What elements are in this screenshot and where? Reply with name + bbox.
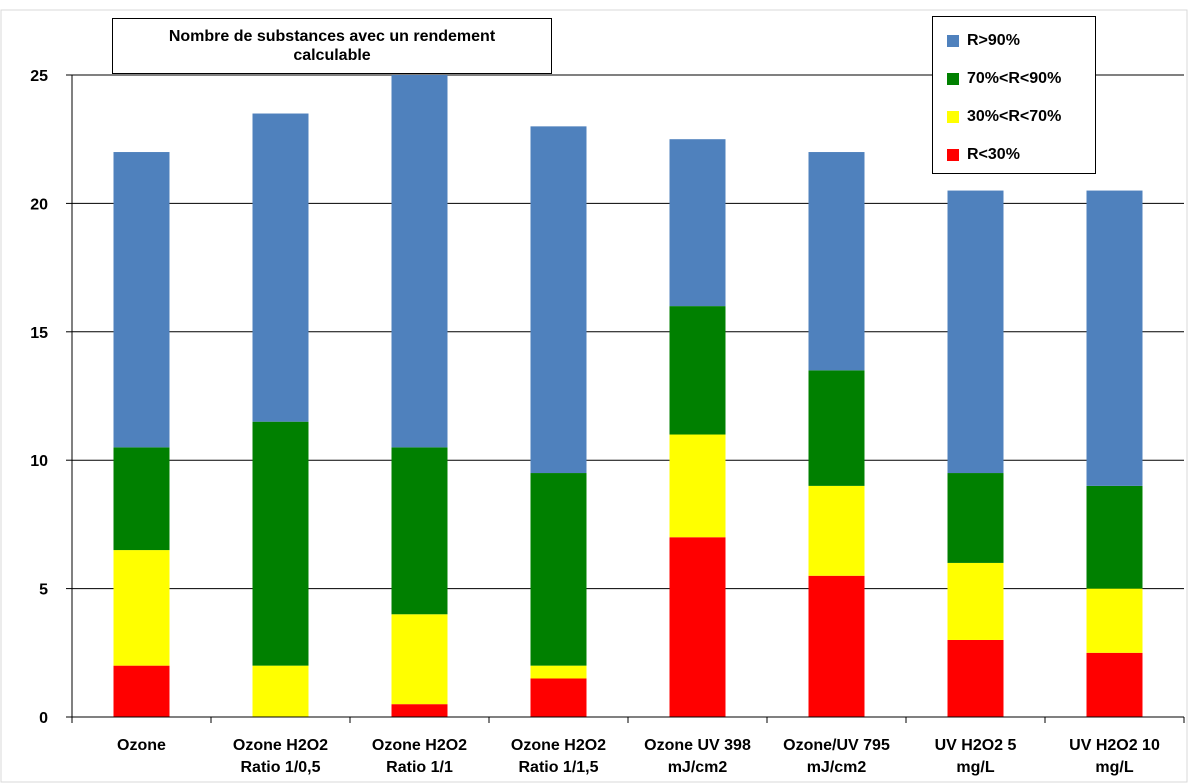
x-category-label-line: mg/L	[1095, 759, 1133, 776]
x-category-label-line: Ratio 1/1	[386, 759, 453, 776]
bar-segment	[808, 370, 865, 486]
x-category-label-line: Ozone H2O2	[511, 737, 606, 754]
bar-segment	[113, 665, 170, 717]
bar-segment	[1086, 485, 1143, 589]
chart-title: Nombre de substances avec un rendement c…	[112, 18, 552, 74]
bar-segment	[391, 704, 448, 717]
x-category-label-line: Ozone/UV 795	[783, 737, 890, 754]
legend-label: 30%<R<70%	[967, 108, 1062, 125]
x-category-label: UV H2O2 5 mg/L	[935, 737, 1017, 776]
legend-item: 30%<R<70%	[947, 107, 1061, 127]
y-tick-label: 20	[30, 196, 48, 213]
bar-segment	[808, 485, 865, 576]
x-category-label-line: UV H2O2 10	[1069, 737, 1160, 754]
x-category-label-line: Ratio 1/0,5	[240, 759, 320, 776]
bar-segment	[113, 152, 170, 448]
bar-segment	[947, 190, 1004, 474]
legend-label: 70%<R<90%	[967, 70, 1062, 87]
x-category-label: Ozone H2O2 Ratio 1/0,5	[233, 737, 328, 776]
bar-segment	[1086, 190, 1143, 486]
x-category-label-line: Ozone H2O2	[233, 737, 328, 754]
x-category-label-line: UV H2O2 5	[935, 737, 1017, 754]
x-category-label-line: Ozone H2O2	[372, 737, 467, 754]
legend-item: R>90%	[947, 31, 1020, 51]
bar-segment	[808, 575, 865, 717]
legend-label: R<30%	[967, 146, 1020, 163]
bar-segment	[113, 447, 170, 551]
y-tick-label: 0	[39, 710, 48, 727]
bar-segment	[252, 421, 309, 666]
bar-segment	[808, 152, 865, 371]
bar-segment	[252, 665, 309, 717]
bar-segment	[1086, 652, 1143, 717]
legend-label: R>90%	[967, 32, 1020, 49]
bar-segment	[669, 306, 726, 435]
bar-segment	[530, 678, 587, 717]
legend-item: R<30%	[947, 145, 1020, 165]
x-category-label: Ozone UV 398 mJ/cm2	[644, 737, 751, 776]
bar-segment	[391, 447, 448, 615]
bar-segment	[530, 665, 587, 679]
x-category-label-line: Ratio 1/1,5	[518, 759, 598, 776]
x-category-label-line: mJ/cm2	[668, 759, 728, 776]
x-category-label: Ozone	[117, 737, 166, 754]
x-category-label-line: mJ/cm2	[807, 759, 867, 776]
bar-segment	[669, 537, 726, 717]
bar-segment	[530, 126, 587, 474]
x-category-label: UV H2O2 10 mg/L	[1069, 737, 1160, 776]
legend-swatch	[947, 149, 959, 161]
bar-segment	[530, 473, 587, 666]
legend-item: 70%<R<90%	[947, 69, 1061, 89]
x-category-label: Ozone/UV 795 mJ/cm2	[783, 737, 890, 776]
x-category-label: Ozone H2O2 Ratio 1/1	[372, 737, 467, 776]
bar-stacks	[113, 75, 1143, 717]
x-category-label: Ozone H2O2 Ratio 1/1,5	[511, 737, 606, 776]
x-category-label-line: Ozone UV 398	[644, 737, 751, 754]
legend-swatch	[947, 111, 959, 123]
bar-segment	[669, 434, 726, 538]
bar-segment	[947, 473, 1004, 563]
bar-segment	[113, 550, 170, 666]
bar-segment	[947, 562, 1004, 640]
x-category-label-line: Ozone	[117, 737, 166, 754]
chart-title-line-1: Nombre de substances avec un rendement	[168, 28, 496, 45]
legend: R>90% 70%<R<90% 30%<R<70% R<30%	[932, 16, 1096, 174]
bar-segment	[391, 75, 448, 448]
bar-segment	[669, 139, 726, 307]
chart-frame	[0, 9, 1188, 783]
chart-title-line-2: calculable	[293, 47, 371, 64]
bar-segment	[1086, 588, 1143, 653]
x-category-label-line: mg/L	[956, 759, 994, 776]
legend-swatch	[947, 35, 959, 47]
y-tick-label: 25	[30, 68, 48, 85]
bar-segment	[947, 639, 1004, 717]
y-tick-label: 15	[30, 325, 48, 342]
y-tick-label: 5	[39, 582, 48, 599]
y-tick-label: 10	[30, 453, 48, 470]
legend-swatch	[947, 73, 959, 85]
bar-segment	[252, 113, 309, 422]
bar-segment	[391, 614, 448, 705]
